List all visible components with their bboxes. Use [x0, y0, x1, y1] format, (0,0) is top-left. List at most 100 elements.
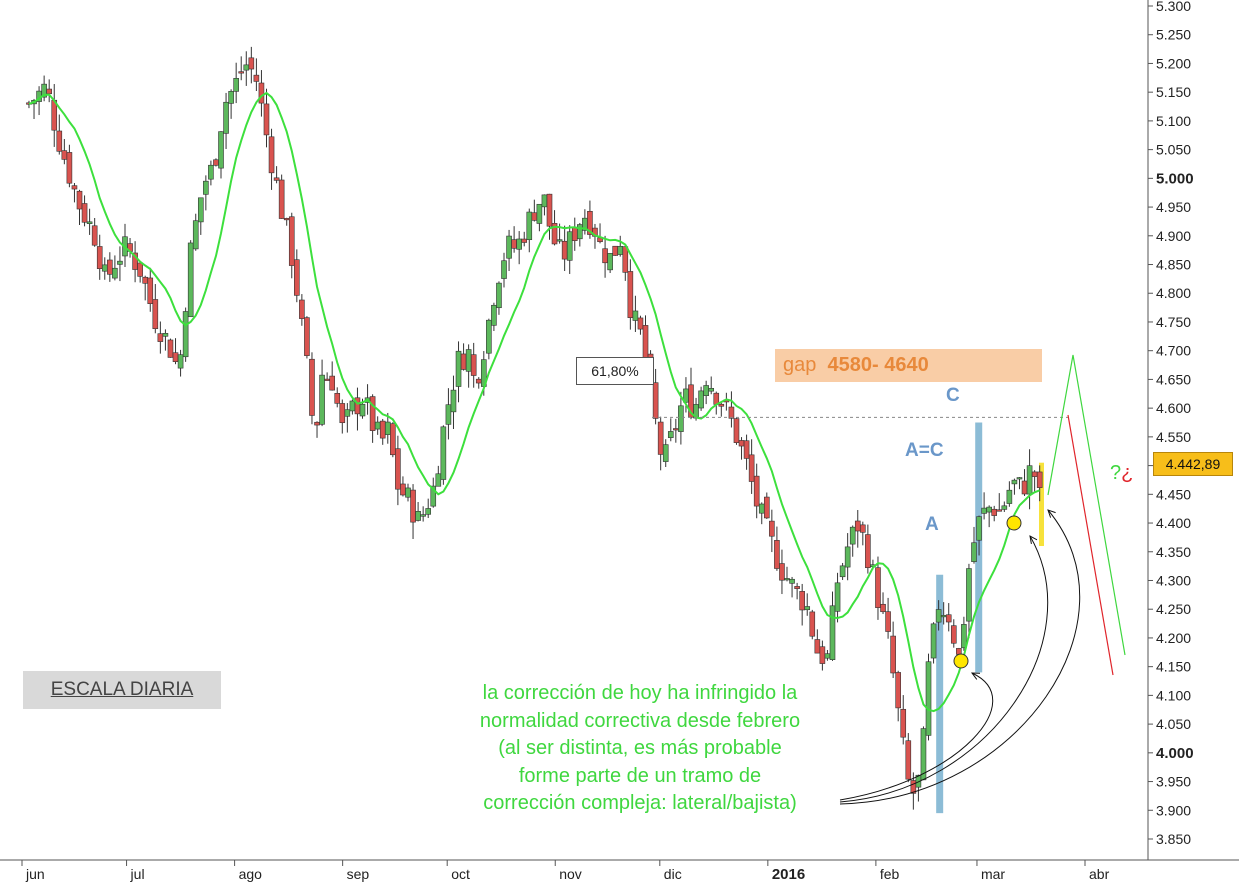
candle-body: [278, 179, 285, 219]
candle-body: [961, 624, 967, 649]
x-tick-label: dic: [664, 866, 682, 882]
candle-body: [309, 358, 315, 416]
x-tick-label: oct: [451, 866, 470, 882]
candle-body: [809, 611, 816, 637]
candle-body: [991, 508, 998, 516]
candle-body: [91, 225, 98, 246]
candle-body: [197, 197, 204, 223]
question-marks: ?¿: [1110, 462, 1133, 485]
y-tick-label: 4.300: [1156, 572, 1191, 588]
candle-body: [1001, 505, 1008, 510]
candle-body: [268, 136, 275, 174]
x-tick-label: ago: [239, 866, 263, 882]
candle-body: [834, 582, 841, 612]
candles-group: [26, 46, 1043, 810]
candle-body: [794, 586, 800, 589]
candle-body: [56, 130, 63, 152]
candle-body: [491, 304, 497, 326]
candle-body: [86, 221, 93, 224]
candle-body: [81, 203, 88, 223]
candle-body: [455, 350, 462, 387]
candle-body: [531, 212, 538, 221]
note-line: forme parte de un tramo de: [518, 764, 762, 787]
wave-label-a: A: [925, 514, 939, 535]
candle-body: [288, 216, 295, 266]
candle-body: [829, 605, 836, 660]
candle-body: [622, 246, 629, 273]
y-tick-label: 4.450: [1156, 486, 1191, 502]
y-tick-label: 4.250: [1156, 601, 1191, 617]
candle-body: [112, 267, 118, 279]
candle-body: [895, 672, 901, 709]
x-tick-label: nov: [559, 866, 582, 882]
y-tick-label: 4.000: [1156, 745, 1194, 762]
candle-body: [167, 339, 174, 358]
y-tick-label: 5.300: [1156, 0, 1191, 14]
x-axis: jun jul ago sep oct nov dic 2016 feb mar abr: [21, 860, 1110, 883]
candle-body: [420, 514, 426, 517]
y-tick-label: 5.100: [1156, 113, 1191, 129]
y-tick-label: 4.700: [1156, 343, 1191, 359]
candle-body: [546, 193, 553, 227]
candle-body: [294, 259, 300, 296]
candle-body: [395, 448, 401, 490]
note-line: normalidad correctiva desde febrero: [479, 709, 801, 732]
arrow-curve: [839, 535, 1049, 803]
note-line: la corrección de hoy ha infringido la: [482, 682, 798, 704]
candle-body: [703, 385, 709, 396]
gap-zone-label: gap 4580- 4640: [775, 349, 1042, 382]
candle-body: [177, 354, 184, 369]
candle-body: [228, 91, 234, 104]
candle-body: [860, 524, 866, 533]
candle-body: [900, 708, 907, 738]
candle-body: [763, 496, 770, 519]
note-line: (al ser distinta, es más probable: [498, 737, 782, 759]
candle-body: [551, 223, 558, 245]
y-tick-label: 4.200: [1156, 630, 1191, 646]
candle-body: [465, 349, 472, 372]
candle-body: [536, 203, 543, 224]
candle-body: [632, 310, 639, 321]
candle-body: [203, 180, 209, 195]
candle-body: [486, 319, 492, 354]
today-highlight-bar: [1038, 462, 1044, 547]
candle-body: [334, 392, 341, 404]
candle-body: [950, 625, 957, 644]
candle-body: [218, 131, 224, 169]
y-tick-label: 5.200: [1156, 55, 1191, 71]
candle-body: [971, 542, 977, 562]
y-tick-label: 4.350: [1156, 544, 1191, 560]
annotations-group: [652, 354, 1126, 805]
candle-body: [652, 382, 659, 419]
y-tick-label: 4.600: [1156, 400, 1191, 416]
analysis-note: la corrección de hoy ha infringido la no…: [420, 680, 860, 818]
candle-body: [223, 101, 229, 134]
candle-body: [410, 489, 416, 523]
candle-body: [506, 235, 512, 259]
arrow-head: [1029, 535, 1038, 544]
candle-body: [475, 378, 482, 384]
candle-body: [344, 409, 351, 417]
candle-body: [784, 578, 790, 581]
y-tick-label: 4.400: [1156, 515, 1191, 531]
candle-body: [162, 333, 169, 337]
candle-body: [976, 516, 982, 541]
candle-body: [587, 210, 593, 235]
candle-body: [875, 567, 881, 608]
candle-body: [753, 475, 760, 507]
candle-body: [172, 352, 179, 362]
candle-body: [566, 231, 573, 261]
x-tick-label: sep: [347, 866, 370, 882]
candle-body: [440, 426, 447, 480]
arrow-head: [970, 672, 981, 680]
arrow-curve: [839, 509, 1081, 805]
candle-body: [556, 239, 563, 242]
candle-body: [208, 164, 214, 180]
y-tick-label: 5.050: [1156, 142, 1191, 158]
candle-body: [996, 509, 1003, 512]
gap-label-range: 4580- 4640: [827, 354, 929, 376]
candle-body: [117, 260, 123, 265]
candle-body: [496, 282, 502, 309]
wave-a-bar: [936, 574, 944, 814]
candle-body: [1036, 471, 1043, 488]
